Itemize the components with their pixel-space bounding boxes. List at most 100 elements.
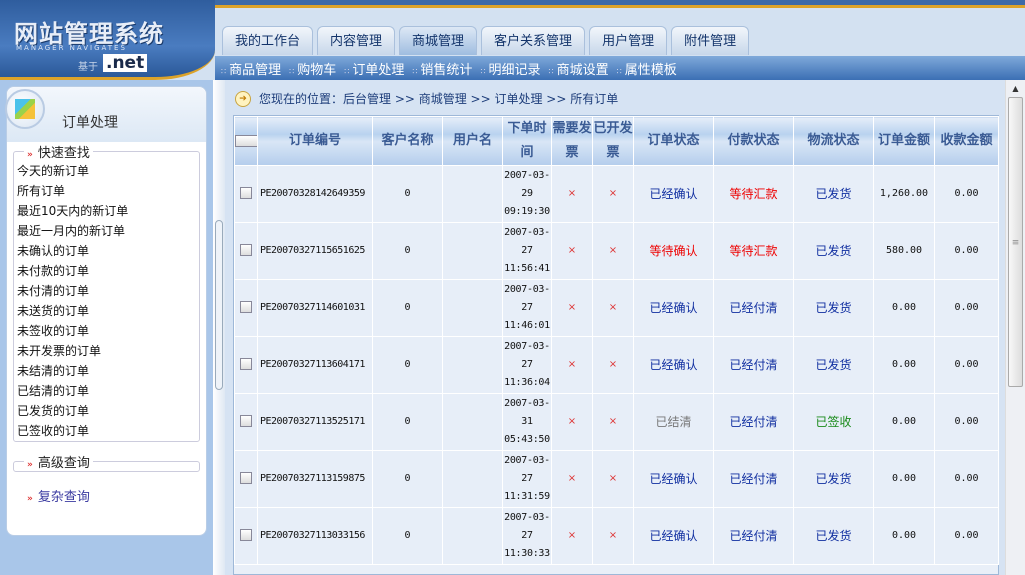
table-row[interactable]: PE20070327113159875 0 2007-03- 27 11:31:59 × ×…	[234, 450, 999, 508]
order-time: 2007-03- 31 05:43:50	[502, 393, 552, 451]
sidebar-panel: 订单处理 » 快速查找 今天的新订单 所有订单 最近10天内的新订单 最近一月内的新订单…	[5, 86, 207, 536]
row-checkbox[interactable]	[240, 187, 252, 199]
pay-status[interactable]: 已经付清	[713, 450, 794, 508]
row-checkbox[interactable]	[240, 244, 252, 256]
received-amount: 0.00	[934, 507, 999, 565]
col-customer[interactable]: 客户名称	[372, 116, 443, 166]
tab-0[interactable]: 我的工作台	[222, 26, 314, 55]
order-id[interactable]: PE20070328142649359	[257, 165, 373, 223]
ship-status[interactable]: 已签收	[793, 393, 874, 451]
order-time-part: 05:43:50	[504, 434, 550, 445]
subnav-item-0[interactable]: 商品管理	[221, 59, 281, 78]
table-row[interactable]: PE20070327113604171 0 2007-03- 27 11:36:04 × ×…	[234, 336, 999, 394]
vertical-scrollbar[interactable]: ▲ ≡	[1005, 80, 1025, 575]
order-id[interactable]: PE20070327113604171	[257, 336, 373, 394]
col-ship-status[interactable]: 物流状态	[793, 116, 874, 166]
order-status[interactable]: 已结清	[633, 393, 714, 451]
subnav-item-4[interactable]: 明细记录	[480, 59, 541, 78]
col-invoiced[interactable]: 已开发票	[592, 116, 634, 166]
order-id[interactable]: PE20070327113159875	[257, 450, 373, 508]
pay-status[interactable]: 已经付清	[713, 279, 794, 337]
col-need-invoice[interactable]: 需要发票	[551, 116, 593, 166]
subnav-item-1[interactable]: 购物车	[289, 59, 336, 78]
col-received[interactable]: 收款金额	[934, 116, 999, 166]
order-status[interactable]: 已经确认	[633, 336, 714, 394]
scroll-up-icon[interactable]: ▲	[1012, 84, 1019, 93]
ship-status[interactable]: 已发货	[793, 507, 874, 565]
subnav-item-2[interactable]: 订单处理	[344, 59, 404, 78]
pay-status[interactable]: 已经付清	[713, 336, 794, 394]
col-order-status[interactable]: 订单状态	[633, 116, 714, 166]
ship-status[interactable]: 已发货	[793, 336, 874, 394]
collapse-handle[interactable]	[215, 220, 223, 390]
quick-search-item[interactable]: 已发货的订单	[17, 404, 90, 418]
pay-status[interactable]: 已经付清	[713, 393, 794, 451]
ship-status[interactable]: 已发货	[793, 165, 874, 223]
col-amount[interactable]: 订单金额	[873, 116, 935, 166]
quick-search-item[interactable]: 未确认的订单	[17, 244, 90, 258]
ship-status[interactable]: 已发货	[793, 450, 874, 508]
tab-1[interactable]: 内容管理	[317, 26, 396, 55]
quick-search-item[interactable]: 今天的新订单	[17, 164, 90, 178]
order-status[interactable]: 等待确认	[633, 222, 714, 280]
tab-5[interactable]: 附件管理	[671, 26, 750, 55]
quick-search-item[interactable]: 最近一月内的新订单	[17, 224, 126, 238]
table-row[interactable]: PE20070327114601031 0 2007-03- 27 11:46:01 × ×…	[234, 279, 999, 337]
quick-search-item[interactable]: 未送货的订单	[17, 304, 90, 318]
quick-search-item[interactable]: 未结清的订单	[17, 364, 90, 378]
tab-3[interactable]: 客户关系管理	[481, 26, 586, 55]
row-checkbox[interactable]	[240, 529, 252, 541]
col-order-time[interactable]: 下单时间	[502, 116, 552, 166]
col-pay-status[interactable]: 付款状态	[713, 116, 794, 166]
select-all-checkbox[interactable]	[235, 135, 257, 147]
sidebar-splitter[interactable]	[213, 80, 225, 575]
table-row[interactable]: PE20070328142649359 0 2007-03- 29 09:19:30 × ×…	[234, 165, 999, 223]
order-id[interactable]: PE20070327113525171	[257, 393, 373, 451]
sidebar-title: 订单处理	[62, 115, 118, 131]
received-amount: 0.00	[934, 279, 999, 337]
order-id[interactable]: PE20070327115651625	[257, 222, 373, 280]
quick-search-item[interactable]: 未付清的订单	[17, 284, 90, 298]
table-row[interactable]: PE20070327113525171 0 2007-03- 31 05:43:50 × ×…	[234, 393, 999, 451]
quick-search-item[interactable]: 最近10天内的新订单	[17, 204, 129, 218]
double-arrow-icon: »	[27, 494, 33, 504]
quick-search-item[interactable]: 未开发票的订单	[17, 344, 102, 358]
order-id[interactable]: PE20070327114601031	[257, 279, 373, 337]
pay-status[interactable]: 已经付清	[713, 507, 794, 565]
complex-query-link[interactable]: » 复杂查询	[27, 490, 90, 505]
username	[442, 450, 503, 508]
ship-status[interactable]: 已发货	[793, 222, 874, 280]
pay-status[interactable]: 等待汇款	[713, 165, 794, 223]
row-checkbox[interactable]	[240, 301, 252, 313]
row-checkbox-cell	[234, 450, 258, 508]
tab-4[interactable]: 用户管理	[589, 26, 668, 55]
ship-status[interactable]: 已发货	[793, 279, 874, 337]
order-status[interactable]: 已经确认	[633, 165, 714, 223]
subnav-item-5[interactable]: 商城设置	[549, 59, 609, 78]
col-order-id[interactable]: 订单编号	[257, 116, 373, 166]
pay-status[interactable]: 等待汇款	[713, 222, 794, 280]
quick-search-item[interactable]: 所有订单	[17, 184, 66, 198]
username	[442, 393, 503, 451]
table-row[interactable]: PE20070327115651625 0 2007-03- 27 11:56:41 × ×…	[234, 222, 999, 280]
order-time-part: 11:36:04	[504, 377, 550, 388]
row-checkbox[interactable]	[240, 472, 252, 484]
order-time-part: 27	[521, 359, 533, 370]
order-status[interactable]: 已经确认	[633, 279, 714, 337]
quick-search-item[interactable]: 已签收的订单	[17, 424, 90, 438]
row-checkbox[interactable]	[240, 358, 252, 370]
quick-search-item[interactable]: 已结清的订单	[17, 384, 90, 398]
quick-search-item[interactable]: 未付款的订单	[17, 264, 90, 278]
order-status[interactable]: 已经确认	[633, 507, 714, 565]
table-row[interactable]: PE20070327113033156 0 2007-03- 27 11:30:33 × ×…	[234, 507, 999, 565]
scroll-thumb[interactable]: ≡	[1008, 97, 1023, 387]
order-id[interactable]: PE20070327113033156	[257, 507, 373, 565]
quick-search-item[interactable]: 未签收的订单	[17, 324, 90, 338]
invoiced-cross-icon: ×	[592, 450, 634, 508]
subnav-item-6[interactable]: 属性模板	[617, 59, 677, 78]
order-status[interactable]: 已经确认	[633, 450, 714, 508]
row-checkbox[interactable]	[240, 415, 252, 427]
col-username[interactable]: 用户名	[442, 116, 503, 166]
subnav-item-3[interactable]: 销售统计	[412, 59, 472, 78]
tab-2[interactable]: 商城管理	[399, 26, 478, 55]
